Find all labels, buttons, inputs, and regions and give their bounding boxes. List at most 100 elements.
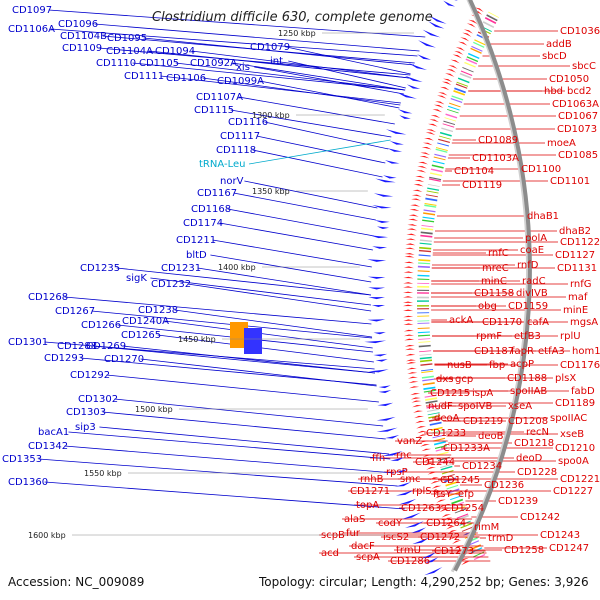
forward-feature-arrow (378, 390, 392, 393)
forward-label-connector (175, 62, 406, 91)
reverse-gene-label: CD1208 (508, 416, 548, 427)
reverse-gene-label: rnfC (488, 248, 509, 259)
color-track-segment (466, 56, 479, 63)
color-track-segment (443, 473, 455, 479)
reverse-gene-label: CD1273 (434, 546, 474, 557)
forward-gene-label: CD1096 (58, 19, 98, 30)
reverse-gene-label: CD1286 (390, 556, 430, 567)
reverse-gene-label: sbcC (572, 61, 596, 72)
reverse-gene-label: CD1127 (555, 250, 595, 261)
forward-label-connector (233, 192, 376, 221)
reverse-gene-label: CD1188 (507, 373, 547, 384)
reverse-gene-label: CD1271 (350, 486, 390, 497)
forward-label-connector (44, 481, 405, 510)
forward-feature-arrow (375, 178, 396, 183)
reverse-gene-label: CD1050 (549, 74, 589, 85)
reverse-feature-arrow (405, 353, 416, 356)
color-track-segment (417, 282, 430, 284)
reverse-gene-label: rpsP (386, 467, 408, 478)
reverse-feature-arrow (408, 214, 419, 217)
reverse-feature-arrow (421, 448, 432, 452)
reverse-gene-label: CD1063A (552, 99, 599, 110)
forward-gene-label: CD1105 (139, 58, 179, 69)
genome-stats-text: Topology: circular; Length: 4,290,252 bp… (258, 575, 589, 589)
reverse-feature-arrow (406, 228, 417, 231)
forward-label-connector (68, 431, 391, 460)
reverse-feature-arrow (430, 481, 440, 484)
forward-label-connector (252, 149, 383, 178)
reverse-feature-arrow (440, 86, 450, 91)
reverse-feature-arrow (407, 372, 418, 375)
forward-gene-label: int (270, 56, 283, 67)
reverse-gene-label: minE (563, 305, 588, 316)
reverse-gene-label: deoA (434, 413, 460, 424)
reverse-gene-label: CD1239 (498, 496, 538, 507)
color-track-segment (417, 320, 430, 322)
color-track-segment (427, 183, 440, 187)
forward-feature-arrow (421, 552, 436, 559)
forward-feature-arrow (368, 369, 389, 373)
forward-gene-label: CD1092A (190, 58, 237, 69)
reverse-feature-arrow (432, 109, 443, 113)
color-track-segment (441, 127, 454, 133)
color-track-segment (450, 97, 463, 104)
reverse-gene-label: CD1218 (514, 438, 554, 449)
reverse-feature-arrow (452, 54, 462, 59)
forward-feature-arrow (406, 84, 421, 89)
reverse-feature-arrow (461, 560, 471, 566)
reverse-feature-arrow (433, 490, 444, 495)
forward-gene-label: CD1109 (62, 43, 102, 54)
color-track-segment (425, 400, 438, 404)
forward-label-connector (64, 296, 372, 325)
reverse-feature-arrow (418, 161, 428, 165)
color-track-segment (457, 77, 470, 84)
reverse-feature-arrow (428, 123, 438, 127)
color-track-segment (444, 117, 457, 122)
reverse-feature-arrow (403, 282, 414, 284)
forward-feature-arrow (376, 427, 398, 432)
reverse-feature-arrow (426, 467, 436, 470)
forward-feature-arrow (368, 287, 386, 290)
color-track-segment (482, 21, 495, 29)
reverse-feature-arrow (437, 95, 447, 99)
forward-feature-arrow (368, 297, 386, 300)
forward-label-connector (132, 62, 406, 91)
forward-gene-label: CD1107A (196, 92, 243, 103)
forward-feature-arrow (376, 226, 390, 230)
forward-label-connector (264, 121, 389, 150)
color-track-segment (428, 418, 441, 422)
forward-label-connector (174, 309, 373, 338)
reverse-gene-label: spoIVB (458, 401, 492, 412)
color-track-segment (447, 105, 460, 111)
forward-gene-label: CD1292 (70, 370, 110, 381)
forward-gene-label: CD1111 (124, 71, 164, 82)
color-track-segment (467, 540, 480, 547)
reverse-feature-arrow (403, 323, 414, 325)
forward-gene-label: CD1115 (194, 105, 234, 116)
reverse-gene-label: plsX (555, 373, 576, 384)
reverse-gene-label: polA (525, 233, 547, 244)
reverse-feature-arrow (403, 301, 414, 303)
color-track-segment (486, 14, 498, 22)
reverse-gene-label: fur (346, 528, 361, 539)
color-track-segment (449, 102, 461, 108)
reverse-gene-label: CD1254 (444, 503, 484, 514)
reverse-feature-arrow (417, 166, 428, 169)
reverse-gene-label: acd (321, 548, 339, 559)
color-track-segment (451, 95, 464, 101)
color-track-segment (484, 17, 497, 24)
reverse-feature-arrow (455, 47, 465, 52)
reverse-feature-arrow (462, 32, 472, 37)
reverse-gene-label: CD1233A (443, 443, 490, 454)
color-track-segment (465, 58, 478, 65)
forward-gene-label: CD1268 (28, 292, 68, 303)
forward-feature-arrow (385, 435, 400, 439)
reverse-gene-label: CD1122 (560, 237, 600, 248)
forward-feature-arrow (373, 332, 386, 335)
reverse-gene-label: fbp (489, 360, 505, 371)
forward-feature-arrow (374, 220, 390, 223)
reverse-feature-arrow (454, 545, 464, 550)
reverse-feature-arrow (407, 224, 418, 227)
forward-gene-label: CD1167 (197, 188, 237, 199)
forward-feature-arrow (396, 91, 417, 99)
